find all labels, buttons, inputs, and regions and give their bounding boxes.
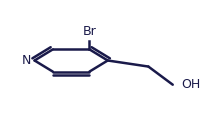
Text: Br: Br [82,25,96,38]
Text: OH: OH [180,78,199,91]
Text: N: N [22,54,31,67]
